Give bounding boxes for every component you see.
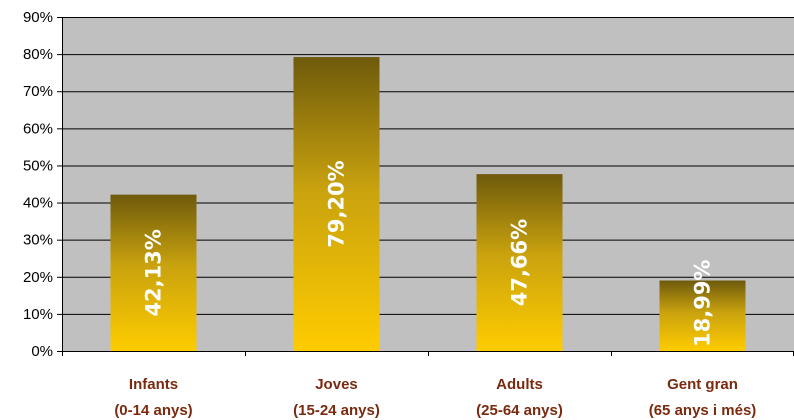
data-label: 47,66%: [508, 219, 532, 306]
bar: [110, 194, 197, 351]
category-label: (0-14 anys): [114, 402, 192, 419]
y-tick-label: 50%: [23, 157, 53, 174]
bar: [476, 174, 563, 351]
category-label: (15-24 anys): [293, 402, 380, 419]
y-tick-label: 40%: [23, 195, 53, 212]
bar: [293, 57, 380, 352]
category-label: (25-64 anys): [476, 402, 563, 419]
y-tick-label: 10%: [23, 306, 53, 323]
y-tick-label: 70%: [23, 83, 53, 100]
category-labels: Infants (0-14 anys) Joves (15-24 anys) Adult…: [114, 376, 756, 419]
y-tick-label: 80%: [23, 46, 53, 63]
category-label: Infants: [129, 376, 178, 393]
category-label: Joves: [315, 376, 358, 393]
y-tick-label: 90%: [23, 9, 53, 26]
data-label: 79,20%: [325, 160, 349, 247]
y-tick-label: 60%: [23, 120, 53, 137]
category-label: (65 anys i més): [649, 402, 757, 419]
bars: 42,13% 79,20% 47,66% 18,99%: [110, 57, 746, 352]
bar: [659, 280, 746, 351]
y-tick-label: 20%: [23, 269, 53, 286]
data-label: 18,99%: [691, 260, 715, 347]
y-tick-label: 0%: [31, 343, 53, 360]
data-label: 42,13%: [142, 229, 166, 316]
y-tick-label: 30%: [23, 232, 53, 249]
y-axis-ticks: 0% 10% 20% 30% 40% 50% 60% 70% 80% 90%: [23, 9, 62, 360]
category-label: Adults: [496, 376, 543, 393]
category-label: Gent gran: [667, 376, 738, 393]
